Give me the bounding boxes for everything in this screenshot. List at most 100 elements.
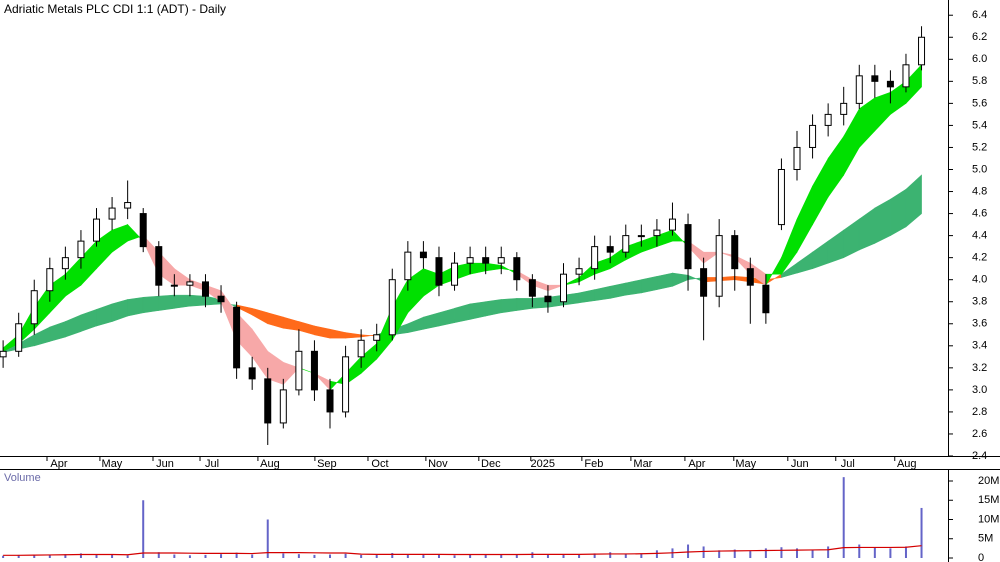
volume-bar xyxy=(235,552,238,558)
y-tick-label: 4.0 xyxy=(972,274,987,286)
volume-bar xyxy=(453,555,456,558)
volume-tick-label: 5M xyxy=(978,533,993,545)
volume-bar xyxy=(764,548,767,558)
candle-body xyxy=(186,281,194,286)
x-tick-label: Aug xyxy=(260,458,280,470)
candle-body xyxy=(886,80,894,88)
ribbon-segment xyxy=(142,295,160,314)
volume-bar xyxy=(811,550,814,558)
volume-bar xyxy=(95,554,98,558)
candle-body xyxy=(809,124,817,148)
volume-bar xyxy=(546,554,549,558)
volume-bar xyxy=(484,554,487,558)
candle-body xyxy=(279,389,287,424)
y-tick-label: 3.6 xyxy=(972,318,987,330)
volume-bar xyxy=(188,555,191,558)
volume-bar xyxy=(469,554,472,558)
volume-panel xyxy=(2,477,923,558)
candle-body xyxy=(762,284,770,314)
x-tick-label: Jul xyxy=(841,458,855,470)
candle-body xyxy=(77,240,85,259)
volume-bar xyxy=(111,554,114,558)
volume-bar xyxy=(48,554,51,558)
candle-body xyxy=(264,378,272,424)
volume-bar xyxy=(904,546,907,558)
volume-bar xyxy=(64,554,67,558)
candle-body xyxy=(902,64,910,88)
volume-bar xyxy=(827,546,830,558)
volume-bar xyxy=(780,547,783,558)
volume-bar xyxy=(220,554,223,558)
volume-bar xyxy=(17,554,20,558)
candle-body xyxy=(715,235,723,297)
y-tick-label: 3.0 xyxy=(972,384,987,396)
candle-body xyxy=(528,279,536,297)
volume-bar xyxy=(500,554,503,558)
volume-tick-label: 0 xyxy=(978,552,984,562)
candle-body xyxy=(93,218,101,242)
volume-bar xyxy=(79,553,82,558)
y-tick-label: 4.2 xyxy=(972,252,987,264)
volume-tick-label: 10M xyxy=(978,513,999,525)
y-tick-label: 4.6 xyxy=(972,207,987,219)
candle-body xyxy=(217,295,225,303)
candle-body xyxy=(388,279,396,336)
y-tick-label: 3.2 xyxy=(972,362,987,374)
x-tick-label: May xyxy=(735,458,756,470)
candle-body xyxy=(482,257,490,264)
y-tick-label: 2.8 xyxy=(972,406,987,418)
candle-body xyxy=(373,334,381,341)
volume-bar xyxy=(2,555,5,558)
candle-body xyxy=(684,224,692,270)
volume-bar xyxy=(873,547,876,558)
volume-bar xyxy=(858,544,861,558)
y-tick-label: 5.4 xyxy=(972,119,987,131)
volume-bar xyxy=(531,552,534,558)
candle-body xyxy=(139,213,147,248)
candle-body xyxy=(155,246,163,286)
volume-bar xyxy=(33,555,36,558)
x-tick-label: Sep xyxy=(317,458,337,470)
candle-body xyxy=(622,235,630,253)
volume-bar xyxy=(282,553,285,558)
candle-body xyxy=(326,389,334,413)
x-tick-label: Jun xyxy=(156,458,174,470)
chart-title: Adriatic Metals PLC CDI 1:1 (ADT) - Dail… xyxy=(4,2,226,16)
volume-bar xyxy=(313,554,316,558)
x-tick-label: Apr xyxy=(50,458,67,470)
y-tick-label: 5.2 xyxy=(972,141,987,153)
y-tick-label: 5.6 xyxy=(972,97,987,109)
volume-bar xyxy=(360,554,363,558)
candle-body xyxy=(746,268,754,286)
y-tick-label: 6.0 xyxy=(972,53,987,65)
volume-bar xyxy=(796,548,799,558)
candle-body xyxy=(918,36,926,66)
volume-bar xyxy=(375,554,378,558)
candle-body xyxy=(61,257,69,270)
ribbon-segment xyxy=(469,301,486,320)
volume-bar xyxy=(702,546,705,558)
candle-body xyxy=(700,268,708,297)
candle-body xyxy=(668,218,676,231)
volume-bar xyxy=(329,554,332,558)
candle-body xyxy=(840,102,848,115)
candle-body xyxy=(606,246,614,253)
x-tick-label: Jun xyxy=(791,458,809,470)
volume-bar xyxy=(749,551,752,558)
candle-body xyxy=(560,273,568,303)
volume-bar xyxy=(251,554,254,558)
candle-body xyxy=(170,284,178,287)
y-tick-label: 5.0 xyxy=(972,163,987,175)
volume-bar xyxy=(842,477,845,558)
volume-bar xyxy=(437,554,440,558)
candle-body xyxy=(201,281,209,297)
volume-bar xyxy=(920,507,923,558)
candle-body xyxy=(777,168,785,226)
candle-body xyxy=(544,295,552,303)
ribbon-segment xyxy=(500,298,518,314)
volume-bar xyxy=(344,553,347,558)
x-tick-label: May xyxy=(102,458,123,470)
candle-body xyxy=(497,257,505,264)
